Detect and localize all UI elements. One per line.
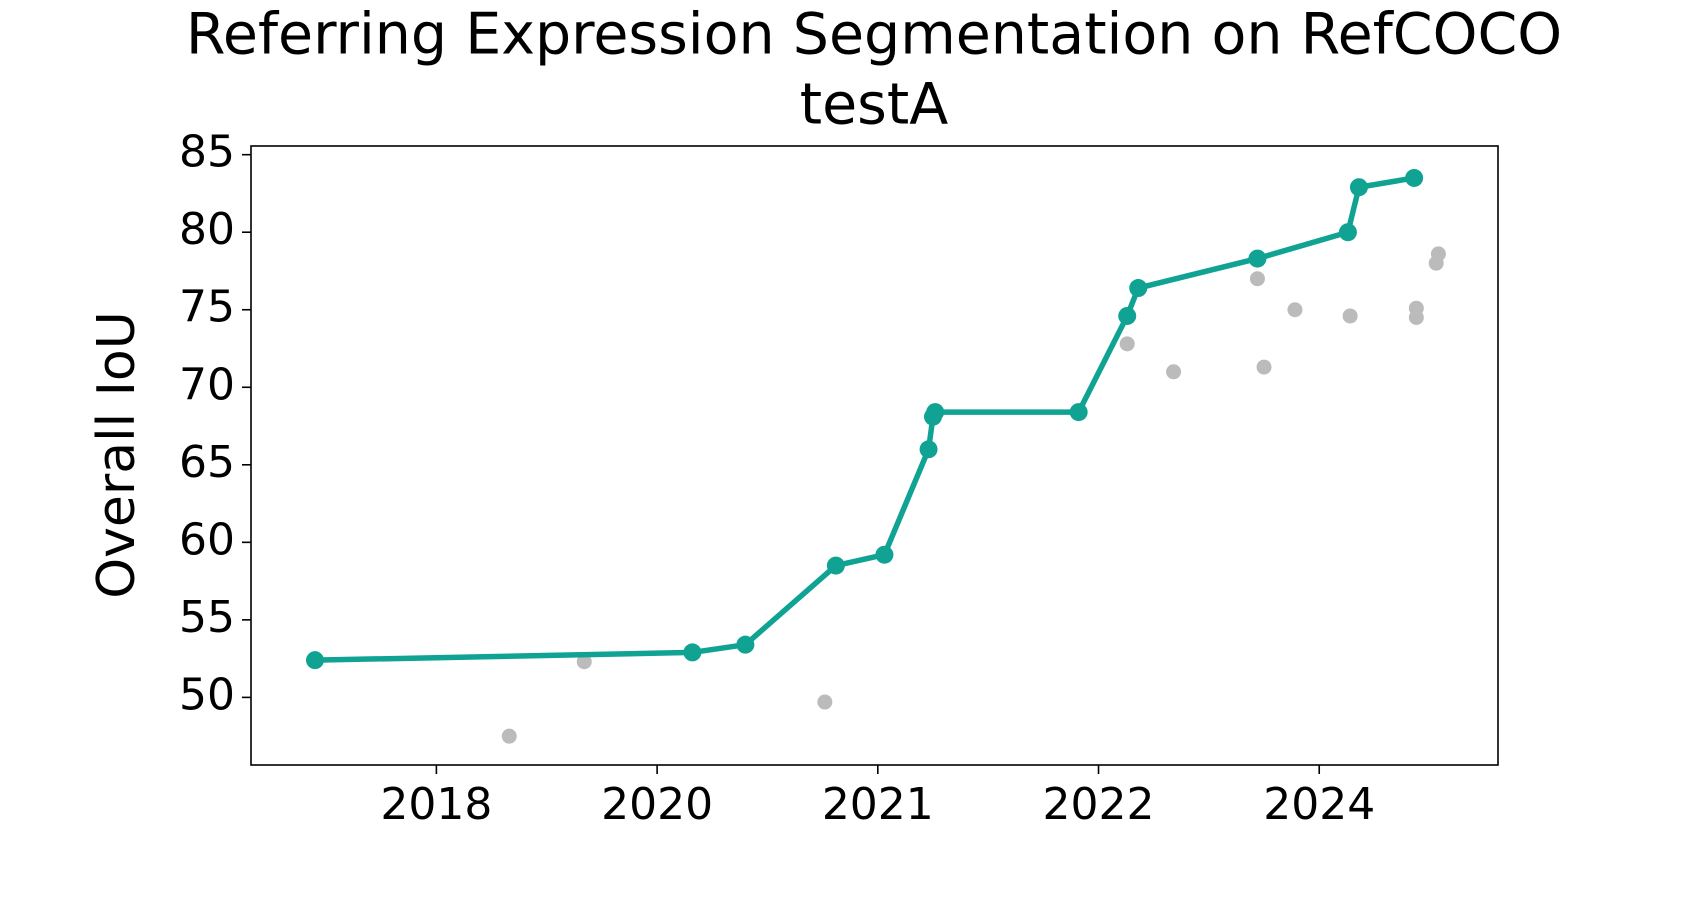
line-marker: [1118, 306, 1137, 325]
line-marker: [826, 556, 845, 575]
series-line: [314, 175, 1415, 663]
scatter-point: [1166, 364, 1182, 380]
x-tick-label: 2022: [1043, 779, 1155, 830]
scatter-point: [1249, 271, 1265, 287]
line-marker: [306, 651, 325, 670]
line-marker: [1248, 249, 1267, 268]
y-tick-label: 50: [179, 669, 235, 720]
line-marker: [919, 440, 938, 459]
scatter-point: [1119, 336, 1135, 352]
x-tick-label: 2021: [822, 779, 934, 830]
y-tick-label: 55: [179, 592, 235, 643]
chart-title: Referring Expression Segmentation on Ref…: [186, 2, 1562, 68]
scatter-point: [576, 654, 592, 670]
x-tick-label: 2020: [601, 779, 713, 830]
plot-frame: [250, 145, 1499, 766]
y-tick-label: 65: [179, 437, 235, 488]
scatter-point: [1408, 309, 1424, 325]
line-marker: [1338, 223, 1357, 242]
line-marker: [1349, 178, 1368, 197]
line-marker: [1129, 279, 1148, 298]
scatter-point: [1256, 359, 1272, 375]
line-marker: [875, 545, 894, 564]
chart-title: testA: [800, 72, 948, 138]
y-tick-label: 70: [179, 359, 235, 410]
x-tick-label: 2018: [380, 779, 492, 830]
line-marker: [736, 635, 755, 654]
scatter-point: [1430, 246, 1446, 262]
y-tick-label: 60: [179, 514, 235, 565]
line-marker: [926, 403, 945, 422]
y-tick-label: 75: [179, 282, 235, 333]
line-marker: [1405, 168, 1424, 187]
line-marker: [683, 643, 702, 662]
scatter-point: [501, 728, 517, 744]
y-tick-label: 80: [179, 204, 235, 255]
scatter-point: [1342, 308, 1358, 324]
y-tick-label: 85: [179, 127, 235, 178]
scatter-point: [1287, 302, 1303, 318]
x-tick-label: 2024: [1263, 779, 1375, 830]
line-marker: [1069, 403, 1088, 422]
scatter-point: [817, 694, 833, 710]
y-axis-label: Overall IoU: [87, 311, 147, 599]
